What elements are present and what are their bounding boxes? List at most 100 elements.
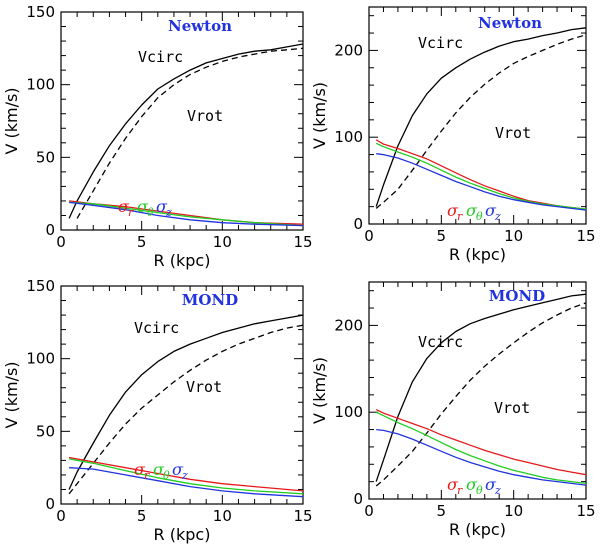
- sigma-symbol: σ: [137, 197, 149, 216]
- sigma-symbol: σ: [466, 201, 478, 220]
- series-vrot-line: [375, 302, 587, 487]
- sigma-symbol: σ: [466, 475, 478, 494]
- vcirc-label: Vcirc: [138, 48, 183, 66]
- x-tick-label: 5: [137, 507, 147, 525]
- sigma-subscript: r: [457, 210, 463, 223]
- vcirc-label: Vcirc: [418, 34, 463, 52]
- model-label: MOND: [489, 287, 545, 305]
- vrot-label: Vrot: [187, 107, 223, 125]
- series-sigma-z-line: [69, 467, 304, 498]
- x-tick-label: 0: [364, 227, 374, 245]
- y-axis-label: V (km/s): [2, 361, 21, 428]
- sigma-subscript: z: [494, 210, 501, 223]
- vrot-label: Vrot: [494, 399, 530, 417]
- y-tick-label: 100: [26, 350, 55, 368]
- plot-frame: [368, 6, 587, 225]
- sigma-subscript: r: [144, 469, 150, 482]
- sigma-symbol: σ: [172, 460, 184, 479]
- x-axis-label: R (kpc): [449, 245, 506, 264]
- x-tick-label: 5: [437, 502, 447, 520]
- sigma-subscript: z: [165, 206, 172, 219]
- chart-panel-2: 0 5 10 15 0 100 200 R (kpc) V (km/s) Newton Vcirc V…: [310, 6, 596, 264]
- series-vcirc-line: [68, 314, 304, 490]
- y-tick-label: 200: [334, 41, 363, 59]
- x-tick-label: 0: [56, 507, 66, 525]
- x-tick-label: 0: [364, 502, 374, 520]
- vrot-label: Vrot: [495, 124, 531, 142]
- x-axis-label: R (kpc): [449, 520, 506, 539]
- plot-frame: [368, 281, 587, 500]
- sigma-subscript: r: [457, 484, 463, 497]
- plot-frame: [60, 285, 304, 505]
- sigma-subscript: z: [181, 469, 188, 482]
- vcirc-label: Vcirc: [134, 319, 179, 337]
- y-tick-label: 200: [334, 316, 363, 334]
- vcirc-label: Vcirc: [418, 333, 463, 351]
- sigma-symbol: σ: [134, 460, 146, 479]
- model-label: Newton: [478, 14, 542, 32]
- y-axis-label: V (km/s): [310, 357, 329, 424]
- series-sigma-z-line: [376, 428, 587, 486]
- model-label: MOND: [182, 291, 238, 309]
- series-sigma-r-line: [68, 456, 304, 492]
- y-tick-label: 50: [36, 148, 55, 166]
- x-tick-label: 15: [293, 507, 312, 525]
- series-vrot-line: [375, 34, 587, 209]
- sigma-subscript: z: [494, 484, 501, 497]
- x-tick-label: 10: [504, 502, 523, 520]
- sigma-subscript: θ: [476, 210, 483, 223]
- sigma-subscript: θ: [147, 206, 154, 219]
- vrot-label: Vrot: [186, 378, 222, 396]
- series-sigma-z-line: [69, 201, 304, 227]
- x-tick-label: 5: [437, 227, 447, 245]
- series-vcirc-line: [375, 27, 587, 207]
- series-sigma-theta-line: [69, 201, 304, 227]
- sigma-symbol: σ: [485, 475, 497, 494]
- series-vrot-line: [76, 47, 304, 219]
- sigma-symbol: σ: [153, 460, 165, 479]
- series-vcirc-line: [375, 293, 587, 482]
- y-tick-label: 100: [26, 76, 55, 94]
- series-sigma-theta-line: [375, 142, 587, 210]
- x-tick-label: 15: [293, 233, 312, 251]
- series-sigma-theta-line: [68, 458, 304, 495]
- y-tick-label: 0: [45, 221, 55, 239]
- x-tick-label: 10: [213, 233, 232, 251]
- x-axis-label: R (kpc): [154, 251, 211, 270]
- y-tick-label: 0: [353, 215, 363, 233]
- series-sigma-z-line: [376, 153, 587, 211]
- series-vcirc-line: [68, 43, 304, 219]
- chart-panel-4: 0 5 10 15 0 100 200 R (kpc) V (km/s) MOND Vcirc Vro…: [310, 281, 596, 539]
- sigma-symbol: σ: [118, 197, 130, 216]
- x-tick-label: 5: [137, 233, 147, 251]
- x-axis-label: R (kpc): [154, 525, 211, 544]
- y-axis-label: V (km/s): [2, 87, 21, 154]
- model-label: Newton: [168, 17, 232, 35]
- y-axis-label: V (km/s): [310, 82, 329, 149]
- series-sigma-theta-line: [375, 411, 587, 485]
- series-sigma-r-line: [69, 200, 304, 225]
- y-tick-label: 0: [353, 490, 363, 508]
- plot-frame: [60, 11, 304, 231]
- sigma-symbol: σ: [485, 201, 497, 220]
- sigma-subscript: r: [128, 206, 134, 219]
- sigma-subscript: θ: [163, 469, 170, 482]
- series-sigma-r-line: [375, 409, 587, 476]
- x-tick-label: 15: [576, 227, 595, 245]
- sigma-symbol: σ: [447, 201, 459, 220]
- series-vrot-line: [68, 324, 304, 495]
- y-tick-label: 150: [26, 3, 55, 21]
- x-tick-label: 0: [56, 233, 66, 251]
- x-tick-label: 10: [213, 507, 232, 525]
- y-tick-label: 100: [334, 403, 363, 421]
- y-tick-label: 50: [36, 422, 55, 440]
- x-tick-label: 15: [576, 502, 595, 520]
- y-tick-label: 150: [26, 277, 55, 295]
- x-tick-label: 10: [504, 227, 523, 245]
- y-tick-label: 0: [45, 495, 55, 513]
- y-tick-label: 100: [334, 128, 363, 146]
- series-sigma-r-line: [375, 139, 587, 210]
